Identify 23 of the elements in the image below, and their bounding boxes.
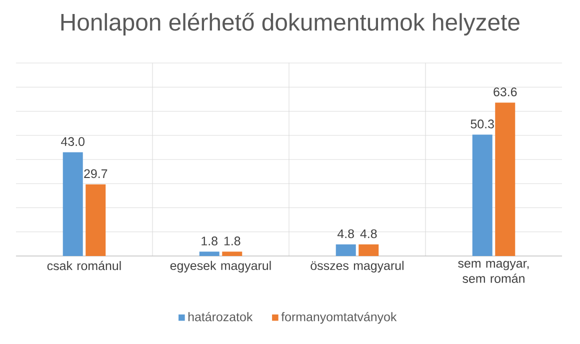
chart-title: Honlapon elérhető dokumentumok helyzete bbox=[61, 12, 520, 36]
data-label: 4.8 bbox=[360, 229, 377, 238]
x-tick-label: csak románul bbox=[47, 260, 121, 270]
bar bbox=[86, 184, 106, 256]
x-tick-label: összes magyarul bbox=[310, 260, 404, 272]
bar bbox=[62, 152, 83, 256]
data-label: 29.7 bbox=[84, 169, 108, 178]
bar bbox=[222, 252, 242, 256]
bar bbox=[495, 102, 516, 256]
data-label: 50.3 bbox=[470, 120, 494, 128]
data-label: 43.0 bbox=[61, 137, 84, 146]
data-label: 1.8 bbox=[202, 236, 218, 246]
bar bbox=[199, 252, 220, 256]
legend-label: formanyomtatványok bbox=[281, 312, 397, 324]
bar bbox=[472, 134, 492, 256]
x-tick-label: egyesek magyarul bbox=[170, 260, 271, 272]
data-label: 4.8 bbox=[337, 229, 354, 238]
x-tick-label: sem magyar, sem román bbox=[458, 260, 529, 283]
bar bbox=[358, 244, 379, 256]
legend-label: határozatok bbox=[188, 312, 253, 322]
data-label: 1.8 bbox=[224, 236, 240, 246]
bar bbox=[336, 244, 356, 256]
data-label: 63.6 bbox=[494, 87, 517, 96]
